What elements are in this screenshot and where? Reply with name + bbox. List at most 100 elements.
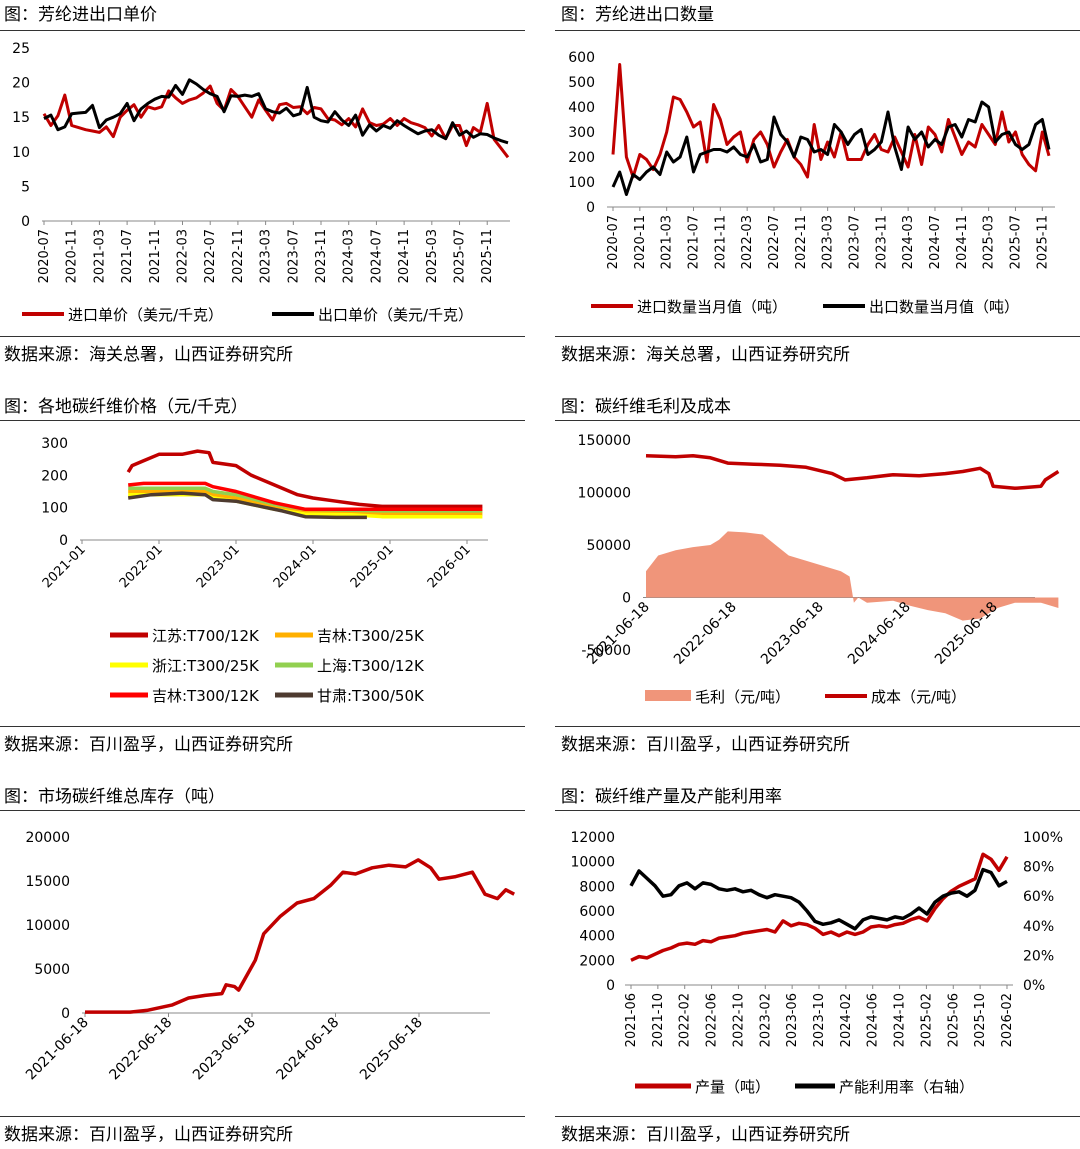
y-tick-label: 100: [41, 501, 68, 517]
legend-label: 浙江:T300/25K: [152, 657, 260, 675]
y-tick-label: 100: [568, 175, 595, 191]
x-tick-label: 2022-03: [740, 215, 755, 269]
x-tick-label: 2023-06-18: [758, 599, 827, 668]
y-tick-label: 10000: [25, 918, 70, 934]
y-tick-label: -50000: [581, 643, 631, 659]
y2-tick-label: 20%: [1023, 948, 1054, 964]
y-tick-label: 300: [568, 125, 595, 141]
series-line: [611, 63, 1051, 179]
y-tick-label: 20000: [25, 830, 70, 846]
x-tick-label: 2021-11: [713, 215, 728, 269]
chart-title: 图：市场碳纤维总库存（吨）: [4, 787, 225, 807]
x-tick-label: 2024-06: [866, 993, 881, 1047]
x-tick-label: 2021-07: [686, 215, 701, 269]
x-tick-label: 2022-02: [678, 993, 693, 1047]
panel-output-utilization: 图：碳纤维产量及产能利用率 0 2000 4000 6000 8000 10000 1200…: [555, 782, 1080, 1149]
x-tick-label: 2024-03: [901, 215, 916, 269]
x-tick-label: 2024-01: [271, 542, 320, 591]
y-tick-label: 8000: [579, 879, 615, 895]
chart-import-export-volume: 0 100 200 300 400 500 600 2020-07 2020-11 2021-03…: [568, 50, 1055, 316]
legend-swatch: [645, 690, 691, 701]
x-tick-label: 2022-01: [117, 542, 166, 591]
x-tick-label: 2020-11: [633, 215, 648, 269]
legend-label: 产能利用率（右轴）: [839, 1078, 974, 1096]
y-tick-label: 15000: [25, 874, 70, 890]
legend-label: 上海:T300/12K: [317, 657, 425, 675]
y-tick-label: 150000: [578, 433, 631, 449]
x-tick-label: 2025-06: [946, 993, 961, 1047]
series-line: [42, 84, 510, 159]
chart-title: 图：碳纤维毛利及成本: [561, 397, 731, 417]
y-tick-label: 10000: [570, 855, 615, 871]
chart-title: 图：芳纶进出口单价: [4, 5, 157, 25]
x-tick-label: 2021-07: [120, 229, 135, 283]
y2-tick-label: 40%: [1023, 919, 1054, 935]
chart-output-utilization: 0 2000 4000 6000 8000 10000 12000 0% 20% 40% 60% 80…: [570, 830, 1063, 1096]
x-tick-label: 2022-06-18: [671, 599, 740, 668]
y-tick-label: 50000: [586, 538, 631, 554]
source-note: 数据来源：百川盈孚，山西证券研究所: [4, 735, 293, 755]
x-tick-label: 2021-06-18: [23, 1015, 92, 1084]
x-tick-label: 2025-03: [982, 215, 997, 269]
source-note: 数据来源：海关总署，山西证券研究所: [561, 345, 850, 365]
profit-area: [646, 531, 1059, 621]
y-tick-label: 25: [12, 41, 30, 57]
x-tick-label: 2024-10: [893, 993, 908, 1047]
x-tick-label: 2022-06-18: [106, 1015, 175, 1084]
y2-tick-label: 100%: [1023, 830, 1063, 846]
x-tick-label: 2025-06-18: [357, 1015, 426, 1084]
y-tick-label: 100000: [578, 486, 631, 502]
legend-label: 甘肃:T300/50K: [317, 687, 425, 705]
x-tick-label: 2025-07: [1008, 215, 1023, 269]
x-tick-label: 2023-01: [194, 542, 243, 591]
legend-label: 产量（吨）: [695, 1078, 770, 1096]
x-tick-label: 2023-10: [812, 993, 827, 1047]
legend-label: 吉林:T300/12K: [152, 687, 260, 705]
x-tick-label: 2026-01: [425, 542, 474, 591]
y2-tick-label: 60%: [1023, 889, 1054, 905]
x-tick-label: 2024-11: [955, 215, 970, 269]
x-tick-label: 2021-06: [624, 993, 639, 1047]
legend-label: 毛利（元/吨）: [695, 688, 790, 706]
legend-label: 出口数量当月值（吨）: [869, 298, 1019, 316]
legend-label: 江苏:T700/12K: [152, 627, 260, 645]
chart-regional-price: 0 100 200 300 2021-01 2022-01 2023-01 2024-01 20…: [40, 436, 488, 705]
chart-import-export-price: 0 5 10 15 20 25 2020-07 2020-11 2021-03 2021-07 20…: [12, 41, 510, 324]
series-line: [611, 100, 1051, 196]
panel-import-export-price: 图：芳纶进出口单价 0 5 10 15 20 25 2020-07 2020-11 2021-0…: [0, 0, 525, 372]
y2-tick-label: 80%: [1023, 860, 1054, 876]
source-note: 数据来源：百川盈孚，山西证券研究所: [561, 1125, 850, 1145]
x-tick-label: 2023-03: [821, 215, 836, 269]
y-tick-label: 500: [568, 75, 595, 91]
x-tick-label: 2021-11: [148, 229, 163, 283]
y-tick-label: 200: [41, 468, 68, 484]
y-tick-label: 15: [12, 110, 30, 126]
x-tick-label: 2024-03: [342, 229, 357, 283]
source-note: 数据来源：百川盈孚，山西证券研究所: [561, 735, 850, 755]
series-line: [127, 491, 367, 520]
x-tick-label: 2020-07: [606, 215, 621, 269]
panel-regional-price: 图：各地碳纤维价格（元/千克） 0 100 200 300 2021-01 2022-01…: [0, 392, 525, 762]
y-tick-label: 10: [12, 145, 30, 161]
x-tick-label: 2021-10: [651, 993, 666, 1047]
legend-label: 成本（元/吨）: [871, 688, 966, 706]
source-note: 数据来源：海关总署，山西证券研究所: [4, 345, 293, 365]
source-note: 数据来源：百川盈孚，山西证券研究所: [4, 1125, 293, 1145]
y2-tick-label: 0%: [1023, 978, 1045, 994]
x-tick-label: 2022-07: [203, 229, 218, 283]
x-tick-label: 2025-07: [453, 229, 468, 283]
x-tick-label: 2024-06-18: [273, 1015, 342, 1084]
y-tick-label: 0: [622, 591, 631, 607]
x-tick-label: 2024-07: [369, 229, 384, 283]
y-tick-label: 5000: [34, 962, 70, 978]
chart-title: 图：各地碳纤维价格（元/千克）: [4, 397, 248, 417]
x-tick-label: 2024-07: [928, 215, 943, 269]
series-line: [126, 449, 483, 509]
y-tick-label: 20: [12, 76, 30, 92]
y-tick-label: 600: [568, 50, 595, 66]
x-tick-label: 2023-02: [758, 993, 773, 1047]
x-tick-label: 2023-07: [847, 215, 862, 269]
series-line: [128, 481, 483, 512]
series-line: [645, 454, 1060, 491]
